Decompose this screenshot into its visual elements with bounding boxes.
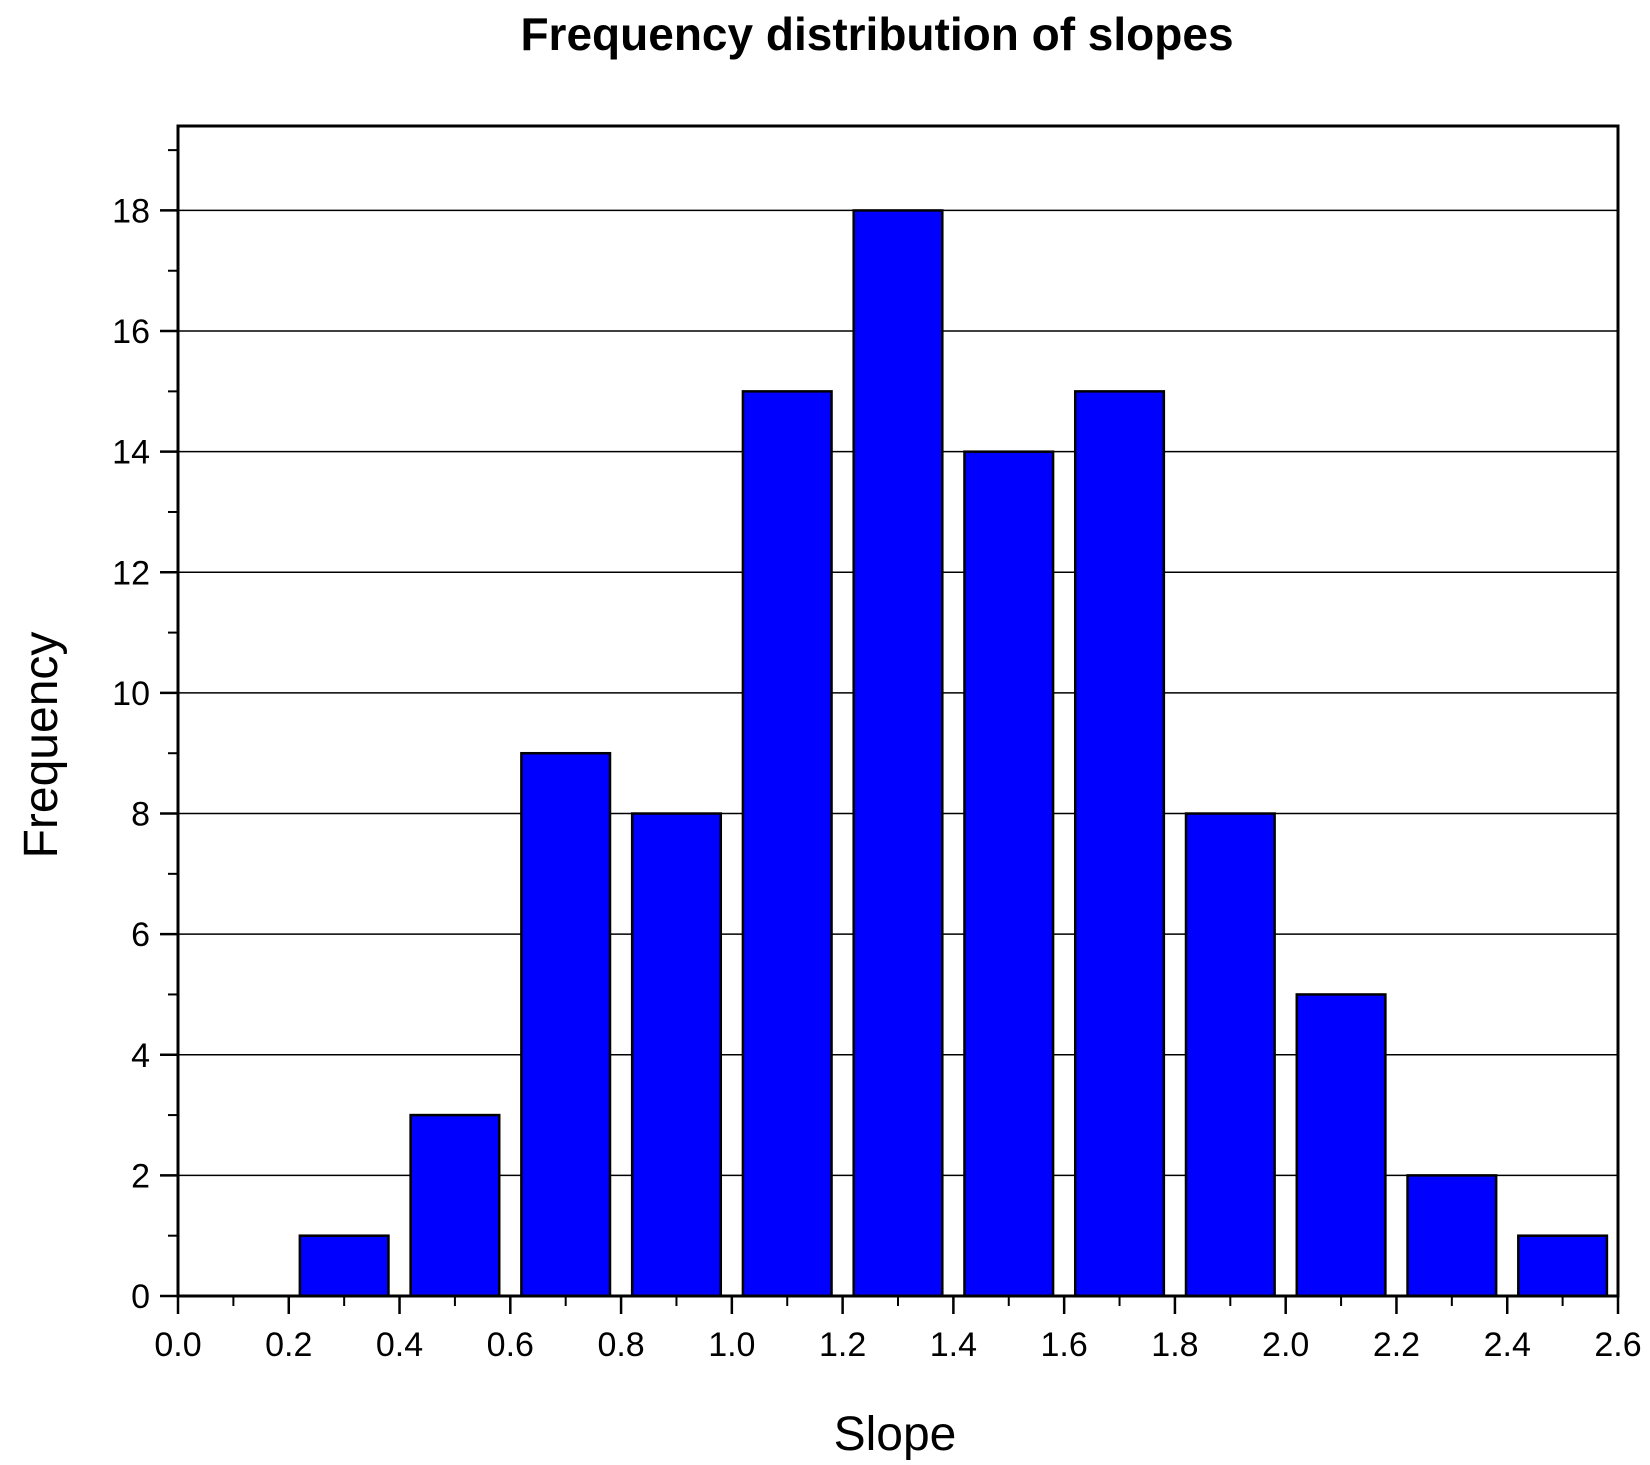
- x-tick-label: 2.4: [1484, 1326, 1531, 1364]
- x-tick-label: 2.0: [1262, 1326, 1309, 1364]
- x-tick-label: 1.6: [1041, 1326, 1088, 1364]
- y-tick-label: 12: [112, 554, 150, 592]
- x-tick-label: 0.2: [265, 1326, 312, 1364]
- bar: [852, 209, 944, 1298]
- x-tick-label: 0.0: [154, 1326, 201, 1364]
- chart-title: Frequency distribution of slopes: [520, 8, 1233, 60]
- x-tick-label: 1.0: [708, 1326, 755, 1364]
- y-tick-label: 8: [131, 796, 150, 834]
- x-tick-label: 2.2: [1373, 1326, 1420, 1364]
- y-tick-label: 6: [131, 916, 150, 954]
- x-tick-label: 1.4: [930, 1326, 977, 1364]
- x-tick-label: 1.2: [819, 1326, 866, 1364]
- x-tick-label: 2.6: [1594, 1326, 1641, 1364]
- y-tick-label: 4: [131, 1037, 150, 1075]
- y-axis-title: Frequency: [15, 632, 68, 859]
- y-tick-label: 0: [131, 1278, 150, 1316]
- x-tick-label: 0.4: [376, 1326, 423, 1364]
- bar: [1073, 390, 1166, 1298]
- x-tick-label: 1.8: [1151, 1326, 1198, 1364]
- bar: [963, 450, 1055, 1298]
- y-tick-label: 14: [112, 434, 150, 472]
- y-tick-label: 10: [112, 675, 150, 713]
- x-tick-label: 0.8: [597, 1326, 644, 1364]
- bar: [298, 1234, 390, 1298]
- bar: [630, 812, 723, 1298]
- x-axis: 0.0 0.2 0.4 0.6 0.8 1.0 1.2 1.4 1.6 1.8 2.0 2.2 2.4 2…: [154, 1296, 1642, 1364]
- x-tick-label: 0.6: [487, 1326, 534, 1364]
- x-axis-title: Slope: [834, 1408, 957, 1461]
- bar: [1184, 812, 1276, 1298]
- y-tick-label: 16: [112, 313, 150, 351]
- y-tick-label: 2: [131, 1157, 150, 1195]
- bar: [409, 1113, 501, 1298]
- bars: [298, 209, 1609, 1298]
- bar: [1517, 1234, 1609, 1298]
- bar: [520, 751, 612, 1298]
- bar: [1295, 993, 1387, 1298]
- y-axis: 0 2 4 6 8 10 12 14 16 18: [112, 149, 178, 1316]
- y-tick-label: 18: [112, 192, 150, 230]
- bar: [741, 390, 833, 1298]
- bar: [1406, 1174, 1498, 1298]
